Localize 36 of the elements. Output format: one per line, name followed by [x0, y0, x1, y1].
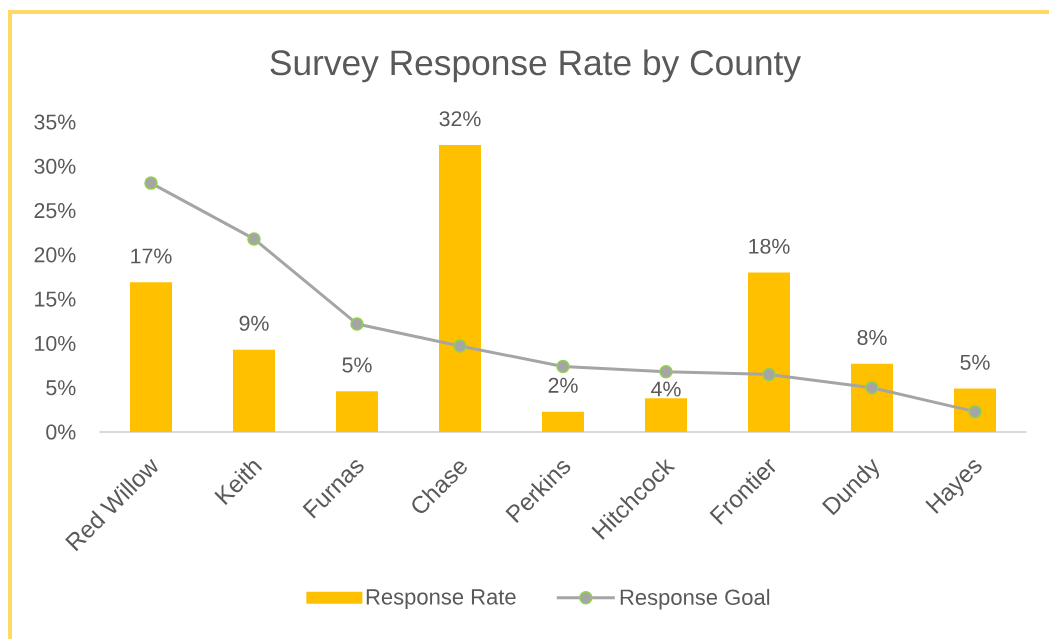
- point: [247, 232, 261, 246]
- data-label: 17%: [131, 248, 172, 264]
- data-label: 9%: [239, 315, 269, 331]
- bar: [130, 282, 172, 432]
- y-tick-label: 15%: [35, 291, 76, 307]
- y-tick-label: 30%: [34, 158, 76, 174]
- chart-title: Survey Response Rate by County: [270, 49, 801, 83]
- y-tick-label: 0%: [46, 424, 76, 440]
- y-tick-label: 10%: [35, 335, 76, 351]
- bar: [748, 272, 790, 432]
- y-tick-label: 35%: [34, 114, 76, 130]
- point: [453, 339, 467, 353]
- bar: [542, 411, 585, 432]
- data-label: 2%: [548, 377, 578, 393]
- legend-label: Response Rate: [366, 589, 516, 609]
- data-label: 5%: [960, 354, 990, 370]
- legend-label: Response Goal: [620, 588, 770, 610]
- data-label: 32%: [439, 111, 481, 127]
- y-tick-label: 5%: [46, 380, 76, 396]
- bar: [233, 349, 275, 432]
- point: [144, 176, 158, 190]
- data-label: 18%: [749, 238, 790, 254]
- data-label: 5%: [342, 357, 372, 373]
- y-tick-label: 25%: [34, 203, 76, 219]
- point: [556, 359, 570, 374]
- bar: [439, 145, 481, 432]
- point: [762, 367, 776, 382]
- point: [659, 365, 673, 379]
- y-tick-label: 20%: [34, 247, 76, 263]
- data-label: 4%: [651, 381, 681, 397]
- bar: [336, 391, 378, 432]
- point: [865, 380, 879, 395]
- bar: [851, 363, 893, 432]
- data-label: 8%: [857, 329, 887, 346]
- point: [350, 317, 364, 331]
- bar: [645, 398, 687, 432]
